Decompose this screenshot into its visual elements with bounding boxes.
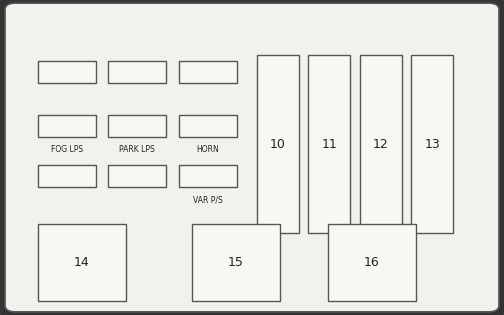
Bar — [411, 55, 453, 233]
Text: VAR P/S: VAR P/S — [193, 195, 223, 204]
Text: FOG LPS: FOG LPS — [51, 145, 83, 154]
Bar — [38, 165, 96, 187]
Text: 15: 15 — [228, 256, 243, 269]
Bar — [328, 224, 416, 301]
Text: 14: 14 — [74, 256, 90, 269]
Text: HORN: HORN — [197, 145, 219, 154]
Text: 10: 10 — [270, 138, 286, 151]
Bar — [38, 224, 126, 301]
Bar — [192, 224, 280, 301]
Bar — [360, 55, 402, 233]
Text: PARK LPS: PARK LPS — [119, 145, 155, 154]
Bar — [38, 61, 96, 83]
Text: 13: 13 — [424, 138, 440, 151]
Bar — [108, 115, 166, 137]
Bar — [108, 165, 166, 187]
Bar — [308, 55, 350, 233]
Bar — [108, 61, 166, 83]
Text: 11: 11 — [322, 138, 337, 151]
Bar — [38, 115, 96, 137]
Bar — [179, 115, 237, 137]
FancyBboxPatch shape — [5, 3, 499, 312]
Bar — [257, 55, 299, 233]
Text: 12: 12 — [373, 138, 389, 151]
Text: 16: 16 — [364, 256, 380, 269]
Bar — [179, 61, 237, 83]
Bar — [179, 165, 237, 187]
